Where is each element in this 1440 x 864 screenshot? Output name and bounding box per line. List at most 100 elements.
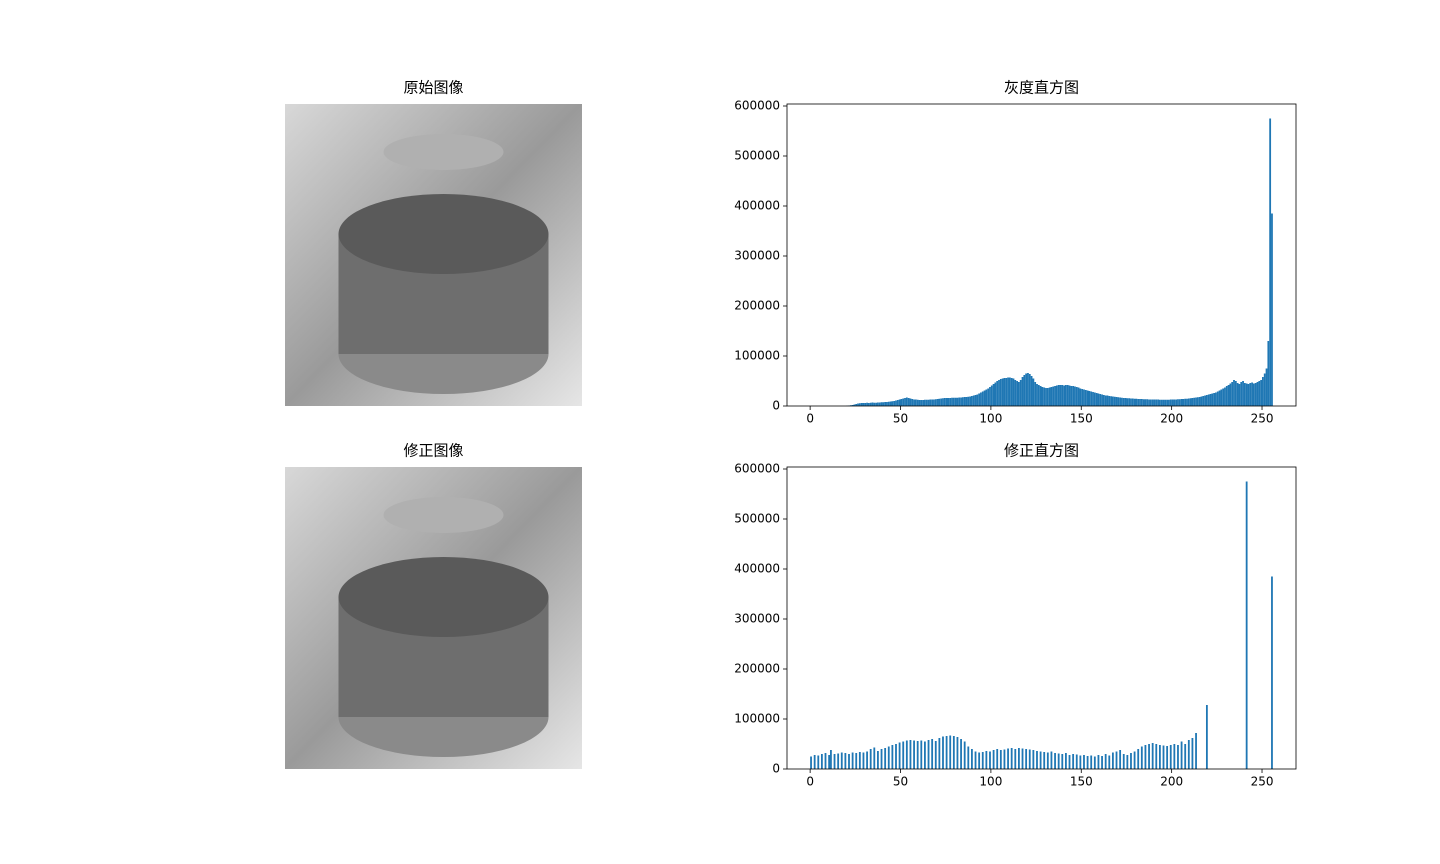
bar	[1086, 390, 1089, 406]
bar	[904, 398, 906, 406]
bar	[913, 740, 915, 769]
bar	[1173, 744, 1176, 769]
bar	[1205, 395, 1208, 406]
bar	[864, 403, 867, 406]
bar	[895, 400, 897, 406]
bar	[1059, 385, 1062, 406]
bar	[967, 396, 970, 406]
bar	[1077, 387, 1080, 406]
bar	[1158, 399, 1161, 406]
bar	[1196, 397, 1199, 406]
bar	[851, 405, 854, 406]
bar	[992, 750, 995, 769]
bar	[1001, 378, 1004, 406]
y-tick-label: 300000	[734, 249, 780, 263]
bar	[1245, 383, 1248, 406]
bar	[1139, 399, 1141, 406]
bar	[1198, 397, 1201, 406]
bar	[1249, 383, 1252, 406]
bar	[1148, 744, 1150, 769]
bar	[1222, 388, 1225, 406]
bar	[1131, 398, 1134, 406]
bar	[978, 752, 981, 769]
bar	[914, 399, 917, 406]
bar	[909, 740, 912, 769]
bar	[1137, 749, 1140, 769]
bar	[851, 752, 854, 769]
chart-title: 修正图像	[403, 442, 463, 460]
x-tick-label: 200	[1160, 775, 1183, 789]
y-tick-label: 300000	[734, 612, 780, 626]
bar	[971, 749, 973, 769]
bar	[1200, 396, 1203, 406]
bar	[1126, 398, 1129, 406]
bar	[1037, 385, 1040, 406]
bar	[1260, 380, 1263, 406]
bar	[1146, 399, 1149, 406]
bar	[1043, 752, 1046, 769]
bar	[911, 399, 914, 406]
bar	[1121, 397, 1123, 406]
bar	[1251, 382, 1253, 406]
bar	[1014, 749, 1017, 769]
bar	[1090, 755, 1093, 769]
bar	[972, 395, 975, 406]
bar	[985, 751, 988, 769]
bar	[927, 740, 930, 769]
bar	[898, 399, 901, 406]
bar	[1186, 398, 1188, 406]
bar	[1128, 398, 1131, 406]
bar	[878, 402, 881, 406]
bar	[877, 751, 879, 769]
bar	[1184, 744, 1187, 769]
bar	[833, 754, 836, 769]
bar	[858, 752, 861, 769]
y-tick-label: 400000	[734, 199, 780, 213]
bar	[824, 753, 827, 769]
image-shape	[338, 557, 549, 637]
bar	[1130, 398, 1132, 406]
y-tick-label: 0	[772, 399, 780, 413]
bar	[905, 397, 908, 406]
bar	[1090, 391, 1093, 406]
bar	[1055, 385, 1058, 406]
bar	[875, 402, 878, 406]
bar	[1144, 399, 1147, 406]
bar	[857, 403, 859, 406]
bar	[954, 397, 957, 406]
bar	[999, 379, 1002, 406]
bar	[1104, 395, 1107, 406]
bar	[958, 397, 961, 406]
bar	[1084, 390, 1087, 406]
bar	[1126, 755, 1129, 769]
bar	[1187, 740, 1190, 769]
bar	[1101, 756, 1103, 769]
bar	[891, 745, 894, 769]
bar	[974, 751, 977, 769]
bar	[866, 751, 868, 769]
bar	[1245, 481, 1248, 769]
bar	[1233, 380, 1235, 406]
bar	[1236, 383, 1239, 406]
bar	[855, 404, 858, 406]
y-tick-label: 100000	[734, 712, 780, 726]
bar	[1081, 389, 1084, 406]
y-tick-label: 600000	[734, 462, 780, 476]
bar	[1018, 748, 1020, 769]
bar	[1088, 391, 1091, 406]
bar	[1151, 399, 1154, 406]
bar	[951, 397, 953, 406]
bar	[810, 756, 812, 769]
bar	[1079, 388, 1082, 406]
bar	[884, 402, 887, 406]
bar	[931, 399, 934, 406]
bar	[1068, 385, 1071, 406]
bar	[1018, 382, 1020, 406]
image-shape	[338, 194, 549, 274]
bar	[981, 391, 984, 406]
bar	[994, 382, 997, 406]
bar	[871, 402, 874, 406]
bar	[1048, 387, 1051, 406]
bar	[1021, 748, 1024, 769]
